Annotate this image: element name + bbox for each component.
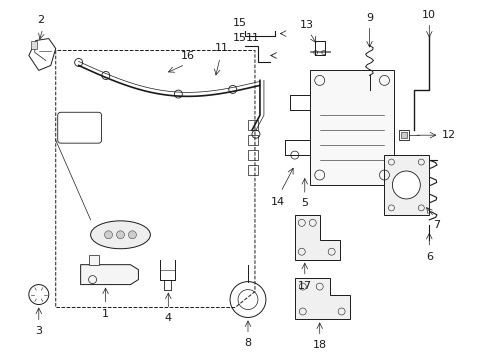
- FancyBboxPatch shape: [309, 71, 394, 185]
- Text: 9: 9: [365, 13, 372, 23]
- Polygon shape: [401, 132, 407, 138]
- Bar: [247, 150, 258, 160]
- Text: 1: 1: [102, 309, 109, 319]
- Text: 17: 17: [297, 280, 311, 291]
- Text: 11: 11: [215, 44, 228, 54]
- Text: 5: 5: [301, 198, 307, 208]
- Text: 14: 14: [270, 197, 285, 207]
- Polygon shape: [81, 265, 138, 285]
- FancyBboxPatch shape: [384, 155, 428, 215]
- Polygon shape: [29, 39, 56, 71]
- Polygon shape: [294, 215, 339, 260]
- Circle shape: [128, 231, 136, 239]
- Text: 15: 15: [233, 18, 246, 28]
- Polygon shape: [88, 255, 99, 265]
- Circle shape: [392, 171, 420, 199]
- Text: 2: 2: [37, 15, 44, 24]
- Text: 8: 8: [244, 338, 251, 348]
- Bar: [247, 120, 258, 130]
- Text: 13: 13: [299, 19, 313, 30]
- Polygon shape: [56, 50, 254, 307]
- Text: 11: 11: [245, 32, 260, 42]
- Bar: [247, 165, 258, 175]
- Circle shape: [104, 231, 112, 239]
- Text: 7: 7: [432, 220, 439, 230]
- Text: 15: 15: [233, 32, 246, 42]
- Text: 3: 3: [35, 327, 42, 337]
- Text: 12: 12: [441, 130, 455, 140]
- Text: 18: 18: [312, 340, 326, 350]
- FancyBboxPatch shape: [58, 112, 102, 143]
- Polygon shape: [31, 41, 37, 49]
- Polygon shape: [294, 278, 349, 319]
- Circle shape: [116, 231, 124, 239]
- Bar: [247, 135, 258, 145]
- Text: 16: 16: [181, 51, 195, 62]
- Text: 4: 4: [164, 314, 171, 324]
- Polygon shape: [399, 130, 408, 140]
- Text: 10: 10: [422, 10, 435, 20]
- Ellipse shape: [90, 221, 150, 249]
- Text: 6: 6: [425, 252, 432, 262]
